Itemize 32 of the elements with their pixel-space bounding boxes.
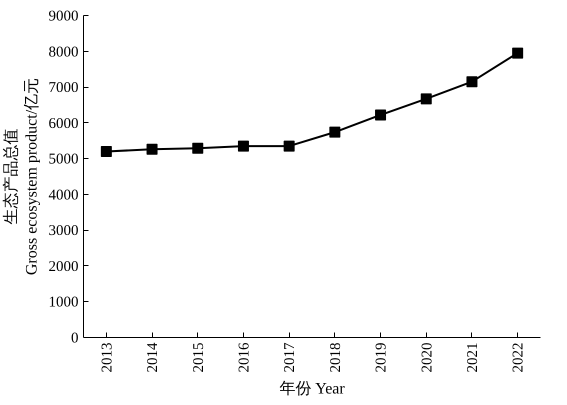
point [512, 48, 524, 59]
point [192, 142, 204, 154]
y-tick-label: 0 [71, 330, 78, 346]
x-tick-label: 2015 [190, 342, 207, 372]
point [420, 93, 432, 104]
x-tick-label: 2016 [236, 342, 252, 372]
point [466, 76, 478, 88]
point [375, 109, 386, 120]
x-tick-label: 2013 [99, 342, 116, 372]
y-tick-label: 2000 [48, 258, 78, 275]
x-tick-label: 2021 [464, 342, 481, 372]
x-tick-label: 2018 [328, 342, 344, 372]
x-tick-label: 2022 [510, 342, 527, 372]
y-tick-label: 1000 [48, 294, 78, 311]
y-tick-label: 9000 [48, 8, 78, 24]
y-axis-title: 生态产品总值 Gross ecosystem product/亿元 [2, 78, 40, 276]
x-tick-label: 2017 [282, 342, 298, 372]
y-tick-label: 7000 [48, 80, 78, 96]
x-axis-title: 年份 Year [279, 380, 346, 398]
point [100, 146, 112, 157]
y-tick-label: 6000 [48, 116, 78, 132]
x-tick-label: 2014 [145, 342, 162, 372]
x-tick-label: 2019 [374, 342, 390, 372]
y-tick-label: 4000 [48, 187, 78, 204]
point [146, 144, 158, 155]
y-tick-label: 8000 [48, 44, 78, 60]
y-tick-label: 5000 [48, 152, 78, 168]
y-tick-label: 3000 [48, 223, 78, 240]
x-tick-label: 2020 [419, 342, 436, 372]
point [238, 140, 249, 152]
point [284, 140, 295, 152]
point [329, 126, 340, 138]
